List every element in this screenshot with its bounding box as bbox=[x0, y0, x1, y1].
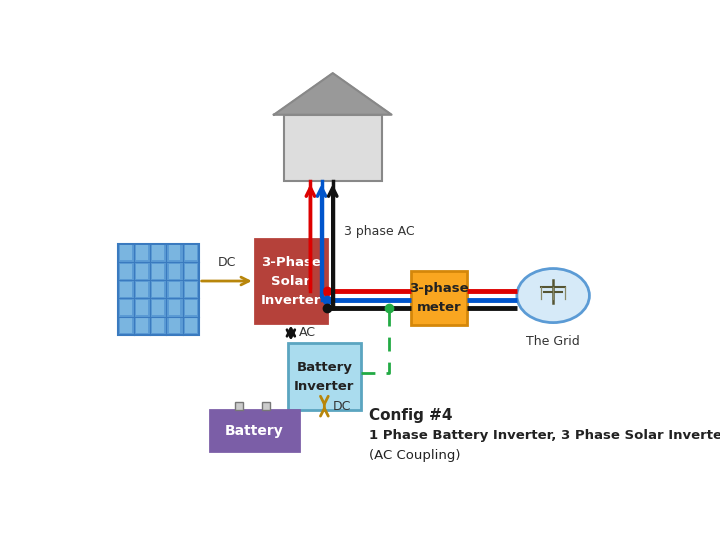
FancyBboxPatch shape bbox=[185, 245, 197, 260]
FancyBboxPatch shape bbox=[168, 319, 181, 333]
Text: DC: DC bbox=[333, 400, 351, 413]
FancyBboxPatch shape bbox=[118, 244, 199, 335]
Text: AC: AC bbox=[300, 327, 316, 340]
FancyBboxPatch shape bbox=[153, 245, 164, 260]
FancyBboxPatch shape bbox=[168, 264, 181, 279]
FancyBboxPatch shape bbox=[411, 271, 467, 325]
FancyBboxPatch shape bbox=[120, 245, 132, 260]
FancyBboxPatch shape bbox=[185, 319, 197, 333]
Text: The Grid: The Grid bbox=[526, 335, 580, 348]
Text: Battery: Battery bbox=[225, 424, 284, 438]
Text: Battery
Inverter: Battery Inverter bbox=[294, 361, 354, 393]
FancyBboxPatch shape bbox=[185, 282, 197, 297]
Text: DC: DC bbox=[217, 255, 236, 268]
Text: 3-phase
meter: 3-phase meter bbox=[409, 282, 469, 314]
FancyBboxPatch shape bbox=[153, 300, 164, 315]
FancyBboxPatch shape bbox=[262, 402, 269, 410]
Circle shape bbox=[517, 268, 590, 322]
Text: 1 Phase Battery Inverter, 3 Phase Solar Inverter: 1 Phase Battery Inverter, 3 Phase Solar … bbox=[369, 429, 720, 442]
Text: Config #4: Config #4 bbox=[369, 408, 452, 423]
FancyBboxPatch shape bbox=[235, 402, 243, 410]
FancyBboxPatch shape bbox=[168, 282, 181, 297]
FancyBboxPatch shape bbox=[120, 319, 132, 333]
FancyBboxPatch shape bbox=[136, 282, 148, 297]
FancyBboxPatch shape bbox=[284, 114, 382, 181]
FancyBboxPatch shape bbox=[136, 300, 148, 315]
FancyBboxPatch shape bbox=[136, 245, 148, 260]
FancyBboxPatch shape bbox=[136, 264, 148, 279]
FancyBboxPatch shape bbox=[168, 245, 181, 260]
FancyBboxPatch shape bbox=[136, 319, 148, 333]
Text: (AC Coupling): (AC Coupling) bbox=[369, 449, 461, 462]
FancyBboxPatch shape bbox=[255, 239, 327, 322]
FancyBboxPatch shape bbox=[153, 264, 164, 279]
FancyBboxPatch shape bbox=[168, 300, 181, 315]
Text: 3 phase AC: 3 phase AC bbox=[344, 225, 415, 238]
FancyBboxPatch shape bbox=[120, 264, 132, 279]
Polygon shape bbox=[274, 73, 392, 114]
FancyBboxPatch shape bbox=[120, 300, 132, 315]
FancyBboxPatch shape bbox=[153, 319, 164, 333]
FancyBboxPatch shape bbox=[120, 282, 132, 297]
FancyBboxPatch shape bbox=[210, 410, 300, 451]
FancyBboxPatch shape bbox=[185, 300, 197, 315]
FancyBboxPatch shape bbox=[185, 264, 197, 279]
Text: 3-Phase
Solar
Inverter: 3-Phase Solar Inverter bbox=[261, 255, 321, 307]
FancyBboxPatch shape bbox=[288, 343, 361, 410]
FancyBboxPatch shape bbox=[153, 282, 164, 297]
